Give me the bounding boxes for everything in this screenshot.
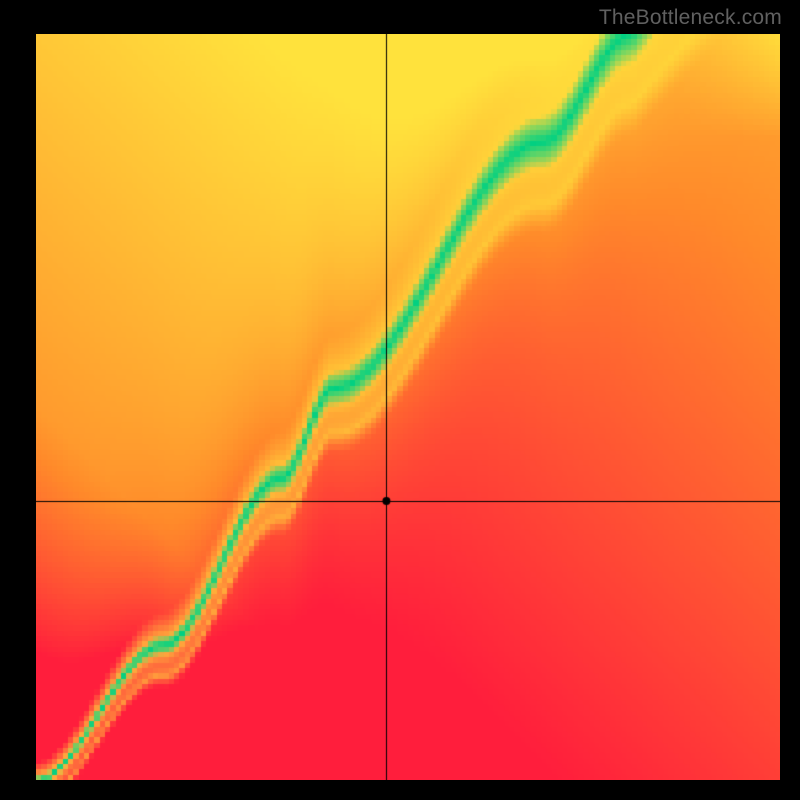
watermark-text: TheBottleneck.com [599,6,782,30]
heatmap-canvas [36,34,780,780]
chart-container: TheBottleneck.com [0,0,800,800]
